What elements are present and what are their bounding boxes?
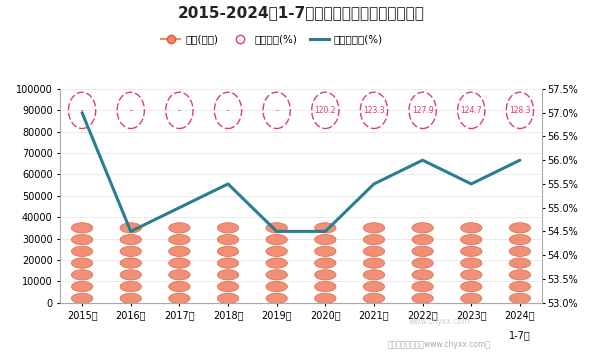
Ellipse shape bbox=[266, 223, 287, 233]
Ellipse shape bbox=[509, 223, 530, 233]
Text: -: - bbox=[227, 106, 229, 115]
Ellipse shape bbox=[412, 235, 433, 245]
Ellipse shape bbox=[315, 270, 336, 280]
Text: 制图：智研咋询（www.chyxx.com）: 制图：智研咋询（www.chyxx.com） bbox=[388, 340, 491, 349]
Ellipse shape bbox=[412, 258, 433, 268]
Ellipse shape bbox=[363, 235, 385, 245]
Text: 2015-2024年1-7月浙江省工业企业负债统计图: 2015-2024年1-7月浙江省工业企业负债统计图 bbox=[178, 5, 424, 20]
Text: 128.3: 128.3 bbox=[509, 106, 530, 115]
Ellipse shape bbox=[315, 258, 336, 268]
Text: 120.2: 120.2 bbox=[315, 106, 336, 115]
Ellipse shape bbox=[363, 258, 385, 268]
Ellipse shape bbox=[461, 293, 482, 303]
Ellipse shape bbox=[266, 246, 287, 256]
Ellipse shape bbox=[461, 258, 482, 268]
Ellipse shape bbox=[217, 282, 239, 292]
Ellipse shape bbox=[461, 223, 482, 233]
Ellipse shape bbox=[412, 282, 433, 292]
Ellipse shape bbox=[120, 246, 141, 256]
Ellipse shape bbox=[169, 246, 190, 256]
Text: -: - bbox=[81, 106, 84, 115]
Text: www.chyxx.com: www.chyxx.com bbox=[409, 317, 470, 326]
Ellipse shape bbox=[217, 223, 239, 233]
Ellipse shape bbox=[315, 223, 336, 233]
Ellipse shape bbox=[509, 293, 530, 303]
Ellipse shape bbox=[120, 270, 141, 280]
Ellipse shape bbox=[169, 235, 190, 245]
Ellipse shape bbox=[120, 223, 141, 233]
Text: -: - bbox=[275, 106, 278, 115]
Ellipse shape bbox=[461, 235, 482, 245]
Text: -: - bbox=[178, 106, 181, 115]
Ellipse shape bbox=[509, 282, 530, 292]
Ellipse shape bbox=[315, 282, 336, 292]
Ellipse shape bbox=[217, 293, 239, 303]
Ellipse shape bbox=[363, 223, 385, 233]
Ellipse shape bbox=[266, 293, 287, 303]
Ellipse shape bbox=[120, 258, 141, 268]
Ellipse shape bbox=[169, 270, 190, 280]
Ellipse shape bbox=[169, 258, 190, 268]
Ellipse shape bbox=[412, 270, 433, 280]
Ellipse shape bbox=[315, 235, 336, 245]
Ellipse shape bbox=[266, 270, 287, 280]
Ellipse shape bbox=[363, 246, 385, 256]
Ellipse shape bbox=[363, 282, 385, 292]
Ellipse shape bbox=[72, 223, 93, 233]
Text: 127.9: 127.9 bbox=[412, 106, 433, 115]
Ellipse shape bbox=[120, 282, 141, 292]
Ellipse shape bbox=[217, 258, 239, 268]
Ellipse shape bbox=[509, 246, 530, 256]
Ellipse shape bbox=[217, 246, 239, 256]
Ellipse shape bbox=[72, 282, 93, 292]
Ellipse shape bbox=[72, 258, 93, 268]
Ellipse shape bbox=[120, 293, 141, 303]
Text: -: - bbox=[129, 106, 132, 115]
Ellipse shape bbox=[72, 246, 93, 256]
Ellipse shape bbox=[72, 235, 93, 245]
Ellipse shape bbox=[412, 293, 433, 303]
Ellipse shape bbox=[412, 246, 433, 256]
Ellipse shape bbox=[509, 258, 530, 268]
Ellipse shape bbox=[509, 235, 530, 245]
Ellipse shape bbox=[266, 258, 287, 268]
Ellipse shape bbox=[461, 270, 482, 280]
Ellipse shape bbox=[412, 223, 433, 233]
Ellipse shape bbox=[217, 270, 239, 280]
Ellipse shape bbox=[315, 246, 336, 256]
Ellipse shape bbox=[169, 282, 190, 292]
Ellipse shape bbox=[217, 235, 239, 245]
Ellipse shape bbox=[169, 223, 190, 233]
Ellipse shape bbox=[72, 270, 93, 280]
Legend: 负债(亿元), 产权比率(%), 资产负债率(%): 负债(亿元), 产权比率(%), 资产负债率(%) bbox=[157, 30, 387, 48]
Ellipse shape bbox=[72, 293, 93, 303]
Ellipse shape bbox=[461, 282, 482, 292]
Ellipse shape bbox=[461, 246, 482, 256]
Ellipse shape bbox=[363, 270, 385, 280]
Ellipse shape bbox=[266, 235, 287, 245]
Text: 1-7月: 1-7月 bbox=[509, 330, 531, 340]
Ellipse shape bbox=[363, 293, 385, 303]
Text: 123.3: 123.3 bbox=[363, 106, 385, 115]
Text: 124.7: 124.7 bbox=[461, 106, 482, 115]
Ellipse shape bbox=[120, 235, 141, 245]
Ellipse shape bbox=[266, 282, 287, 292]
Ellipse shape bbox=[315, 293, 336, 303]
Ellipse shape bbox=[509, 270, 530, 280]
Ellipse shape bbox=[169, 293, 190, 303]
